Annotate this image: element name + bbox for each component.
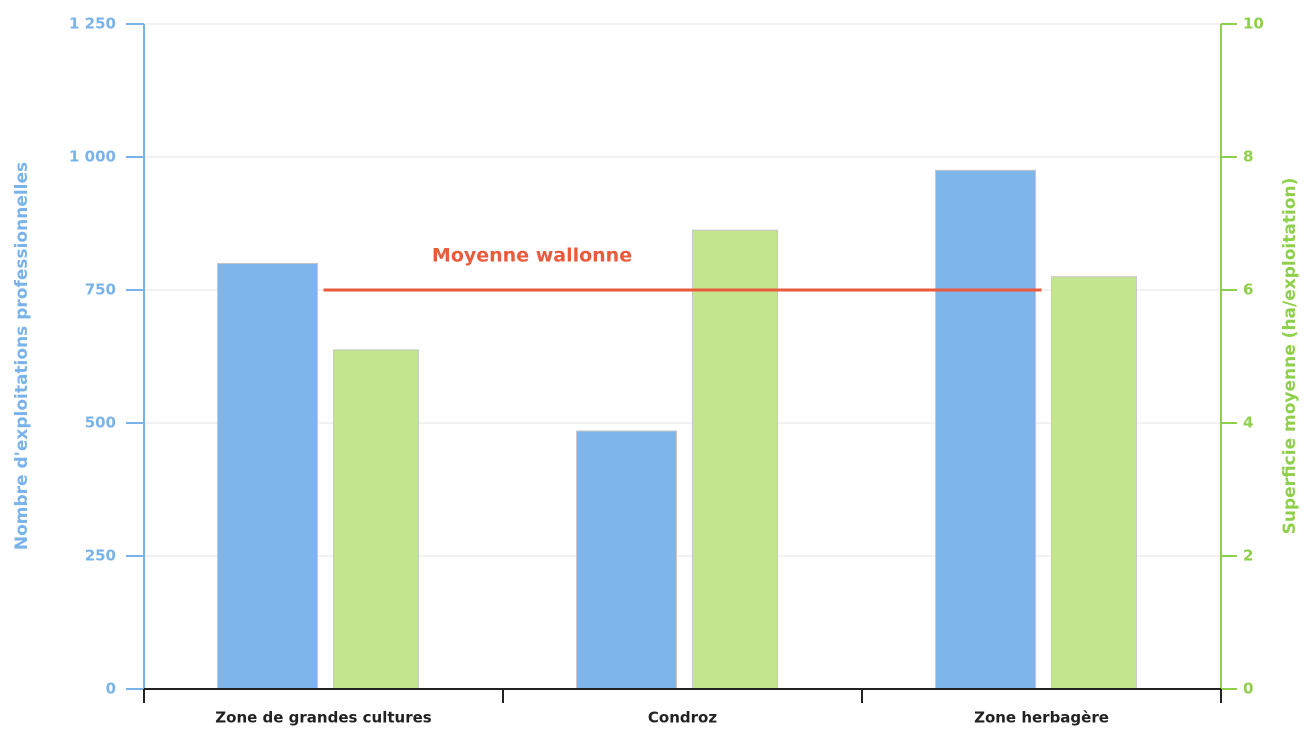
y-tick-label: 750 <box>85 281 116 299</box>
bar <box>1051 276 1137 690</box>
y2-tick-label: 6 <box>1243 281 1253 299</box>
y2-tick-label: 2 <box>1243 547 1253 565</box>
y-tick-label: 250 <box>85 547 116 565</box>
y-tick-label: 0 <box>106 680 116 698</box>
y2-tick-label: 4 <box>1243 414 1253 432</box>
y-tick-label: 500 <box>85 414 116 432</box>
bar <box>692 229 778 690</box>
bar <box>217 262 318 690</box>
x-tick-label: Zone herbagère <box>974 709 1109 727</box>
y-axis-label: Nombre d'exploitations professionnelles <box>12 162 32 550</box>
x-tick-label: Zone de grandes cultures <box>215 709 432 727</box>
y-tick-label: 1 250 <box>69 15 116 33</box>
bar <box>935 169 1036 690</box>
x-tick-label: Condroz <box>648 709 717 727</box>
y2-tick-label: 8 <box>1243 148 1253 166</box>
annotation: Moyenne wallonne <box>432 245 632 267</box>
bar <box>576 430 677 690</box>
y2-tick-label: 10 <box>1243 15 1264 33</box>
y2-axis-label: Superficie moyenne (ha/exploitation) <box>1280 178 1300 535</box>
bar <box>333 349 419 690</box>
y-tick-label: 1 000 <box>69 148 116 166</box>
y2-tick-label: 0 <box>1243 680 1253 698</box>
